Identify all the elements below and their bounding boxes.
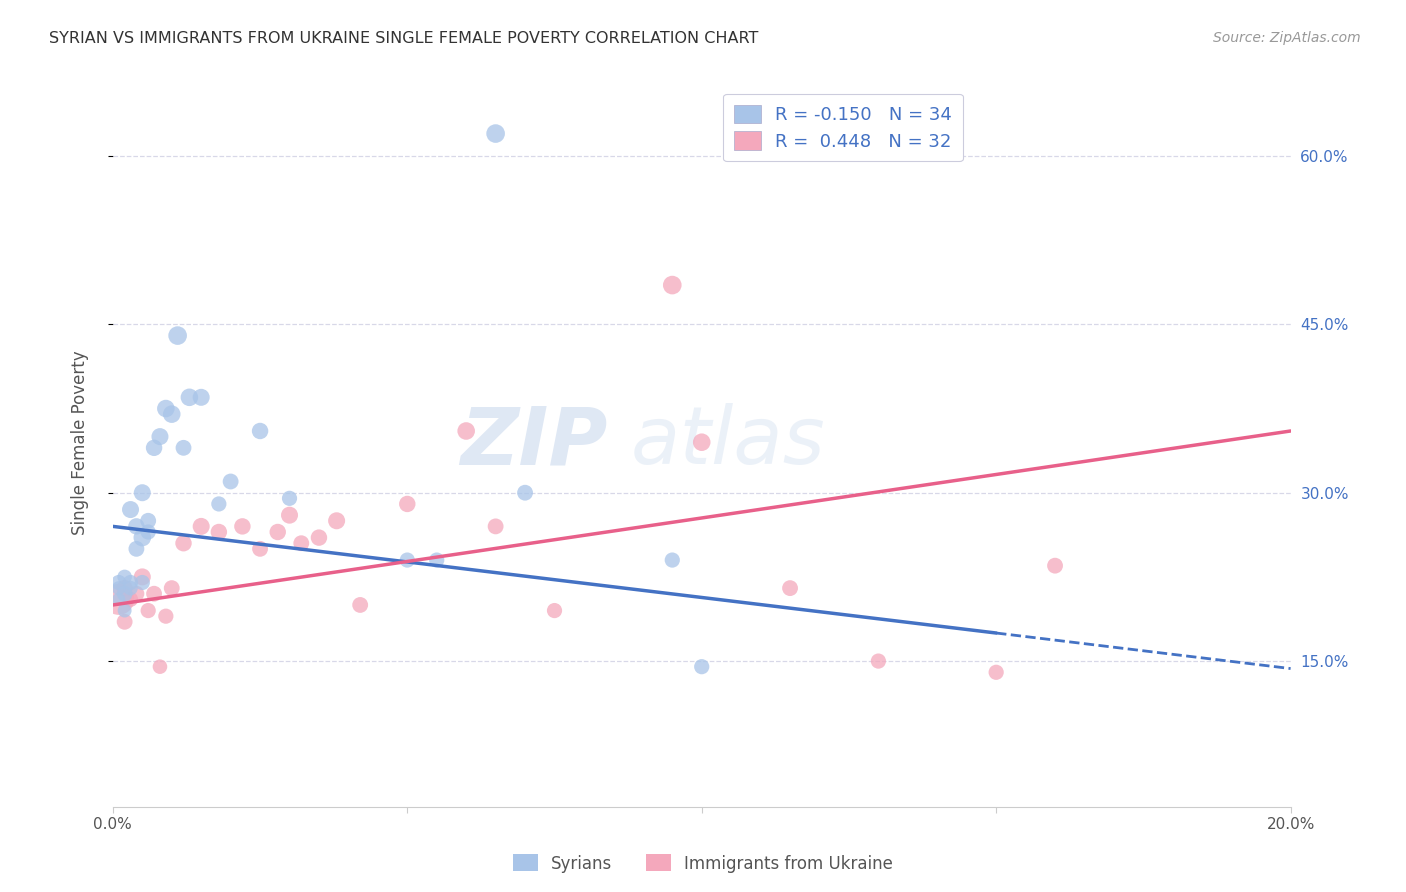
Point: [131, 531, 153, 545]
Point: [513, 485, 536, 500]
Point: [114, 587, 136, 601]
Point: [208, 524, 231, 539]
Point: [396, 497, 419, 511]
Point: [1043, 558, 1066, 573]
Point: [179, 390, 201, 404]
Point: [543, 603, 565, 617]
Point: [114, 615, 136, 629]
Point: [278, 491, 301, 506]
Text: atlas: atlas: [631, 403, 825, 481]
Point: [120, 581, 142, 595]
Point: [190, 390, 212, 404]
Point: [143, 441, 166, 455]
Point: [149, 429, 172, 443]
Point: [485, 519, 508, 533]
Point: [290, 536, 312, 550]
Point: [690, 659, 713, 673]
Point: [986, 665, 1008, 680]
Point: [396, 553, 419, 567]
Point: [114, 603, 136, 617]
Legend: Syrians, Immigrants from Ukraine: Syrians, Immigrants from Ukraine: [506, 847, 900, 880]
Point: [125, 541, 148, 556]
Point: [426, 553, 449, 567]
Point: [155, 609, 177, 624]
Point: [107, 592, 129, 607]
Point: [120, 592, 142, 607]
Point: [114, 581, 136, 595]
Point: [173, 536, 195, 550]
Text: ZIP: ZIP: [460, 403, 607, 481]
Point: [868, 654, 890, 668]
Point: [131, 570, 153, 584]
Point: [136, 603, 159, 617]
Point: [160, 581, 183, 595]
Point: [249, 424, 271, 438]
Point: [155, 401, 177, 416]
Point: [661, 278, 683, 293]
Point: [107, 575, 129, 590]
Point: [107, 592, 129, 607]
Point: [136, 524, 159, 539]
Point: [349, 598, 371, 612]
Point: [690, 435, 713, 450]
Point: [160, 407, 183, 421]
Point: [249, 541, 271, 556]
Text: SYRIAN VS IMMIGRANTS FROM UKRAINE SINGLE FEMALE POVERTY CORRELATION CHART: SYRIAN VS IMMIGRANTS FROM UKRAINE SINGLE…: [49, 31, 759, 46]
Point: [107, 581, 129, 595]
Point: [125, 519, 148, 533]
Point: [173, 441, 195, 455]
Point: [143, 587, 166, 601]
Point: [485, 127, 508, 141]
Y-axis label: Single Female Poverty: Single Female Poverty: [72, 350, 89, 534]
Point: [267, 524, 290, 539]
Point: [131, 575, 153, 590]
Point: [136, 514, 159, 528]
Point: [120, 575, 142, 590]
Point: [114, 570, 136, 584]
Point: [325, 514, 347, 528]
Point: [456, 424, 478, 438]
Point: [278, 508, 301, 523]
Point: [131, 485, 153, 500]
Point: [219, 475, 242, 489]
Point: [308, 531, 330, 545]
Point: [661, 553, 683, 567]
Point: [231, 519, 253, 533]
Point: [149, 659, 172, 673]
Point: [125, 587, 148, 601]
Point: [166, 328, 188, 343]
Legend: R = -0.150   N = 34, R =  0.448   N = 32: R = -0.150 N = 34, R = 0.448 N = 32: [723, 94, 963, 161]
Point: [779, 581, 801, 595]
Point: [190, 519, 212, 533]
Point: [208, 497, 231, 511]
Point: [120, 502, 142, 516]
Text: Source: ZipAtlas.com: Source: ZipAtlas.com: [1213, 31, 1361, 45]
